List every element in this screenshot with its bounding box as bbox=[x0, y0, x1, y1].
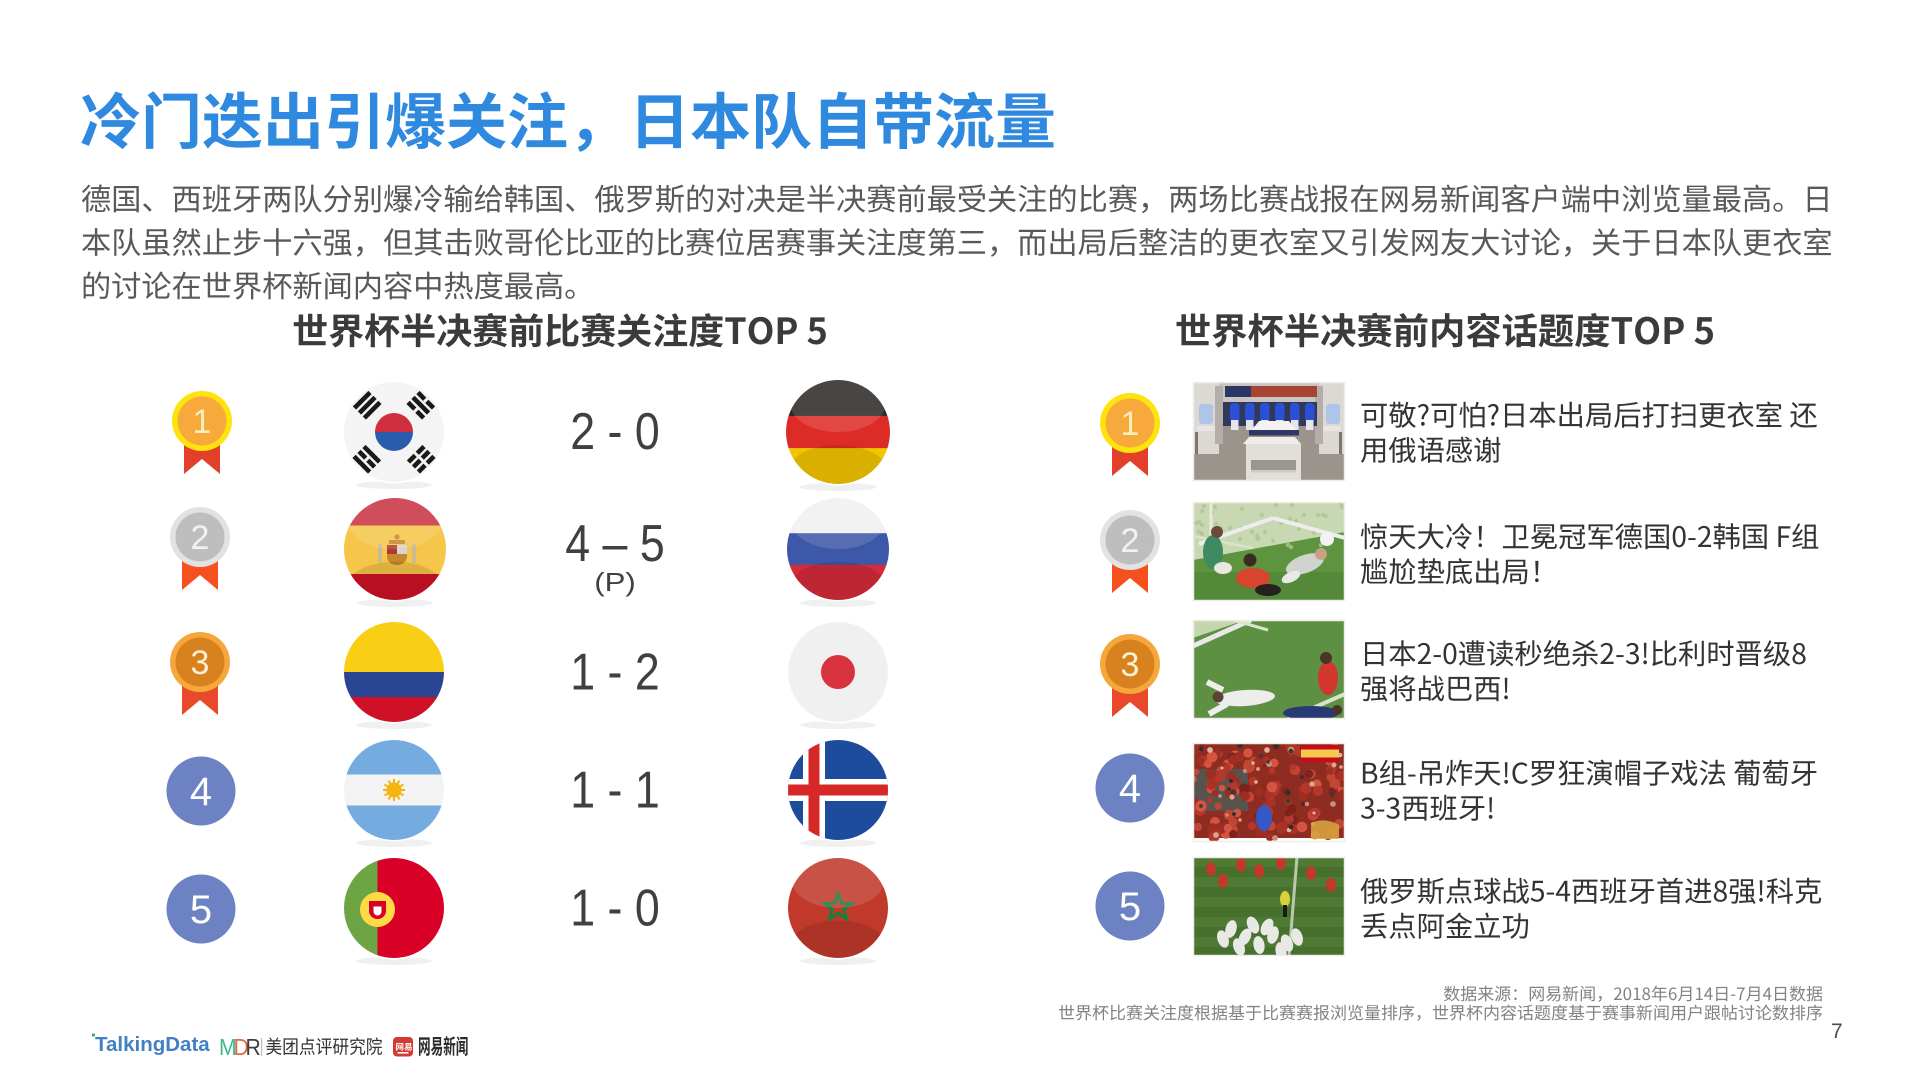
svg-text:7: 7 bbox=[1831, 1020, 1843, 1043]
svg-text:1 - 1: 1 - 1 bbox=[570, 761, 659, 819]
svg-text:5: 5 bbox=[190, 888, 212, 932]
svg-text:1: 1 bbox=[193, 403, 212, 441]
svg-text:4: 4 bbox=[190, 770, 212, 814]
svg-text:4: 4 bbox=[1119, 767, 1141, 811]
svg-text:2: 2 bbox=[1121, 522, 1140, 560]
svg-text:1: 1 bbox=[1121, 405, 1140, 443]
svg-text:(P): (P) bbox=[594, 568, 636, 597]
svg-text:4 – 5: 4 – 5 bbox=[565, 515, 664, 573]
svg-text:3: 3 bbox=[1121, 646, 1140, 684]
svg-text:3: 3 bbox=[191, 644, 210, 682]
svg-text:2 - 0: 2 - 0 bbox=[570, 403, 659, 461]
svg-text:1 - 2: 1 - 2 bbox=[570, 643, 659, 701]
svg-text:1 - 0: 1 - 0 bbox=[570, 879, 659, 937]
svg-text:2: 2 bbox=[191, 519, 210, 557]
svg-text:M: M bbox=[219, 1034, 237, 1060]
svg-text:TalkingData: TalkingData bbox=[95, 1033, 210, 1056]
svg-text:5: 5 bbox=[1119, 885, 1141, 929]
svg-text:R: R bbox=[246, 1034, 261, 1060]
svg-text:D: D bbox=[234, 1034, 249, 1060]
